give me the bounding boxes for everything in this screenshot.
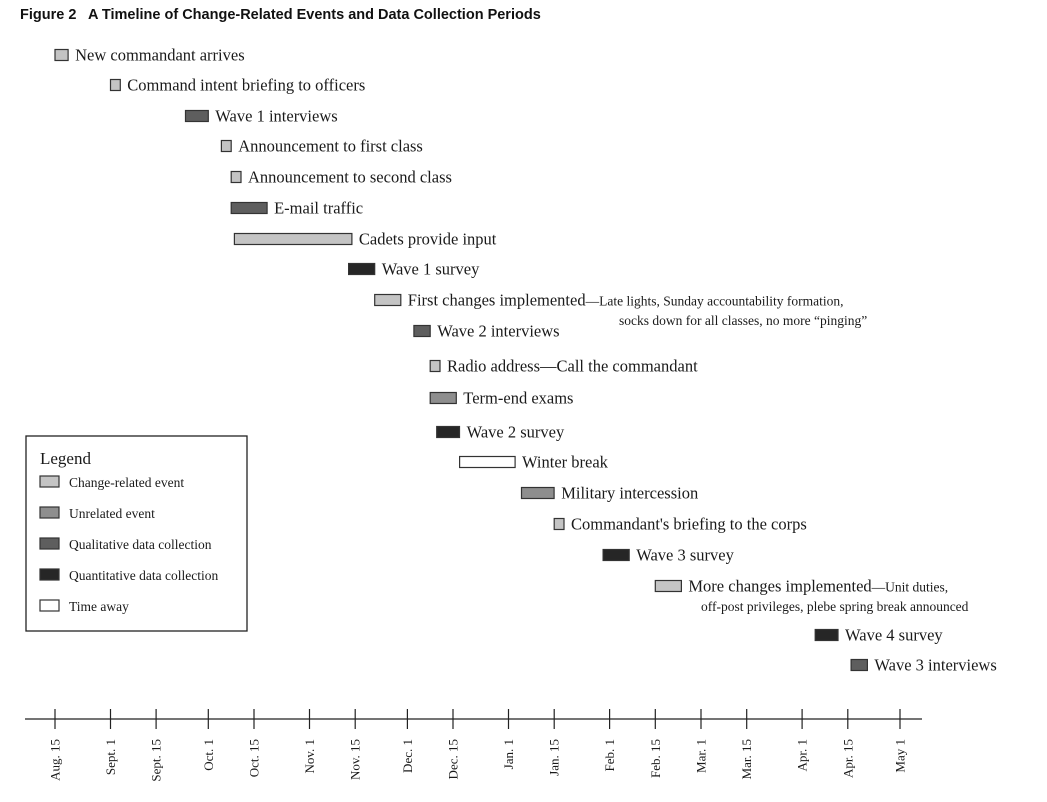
event-8-label: Wave 1 survey [382, 260, 480, 279]
event-6-label: E-mail traffic [274, 199, 363, 218]
legend-label-change: Change-related event [69, 475, 184, 490]
event-1-bar [54, 48, 69, 62]
event-13-label: Wave 2 survey [467, 423, 565, 442]
x-tick-label-18: May 1 [893, 739, 908, 773]
event-18-bar [654, 579, 682, 593]
event-15-bar [520, 486, 555, 500]
event-2-bar [109, 78, 121, 92]
event-20-label: Wave 3 interviews [874, 656, 996, 675]
event-9-label: First changes implemented—Late lights, S… [408, 291, 844, 310]
event-8-bar [348, 262, 376, 276]
event-4-label: Announcement to first class [238, 137, 423, 156]
x-axis: Aug. 15 Sept. 1 Sept. 15 Oct. 1 Oct. 15 Nov. … [25, 709, 922, 782]
event-9-bar [374, 293, 402, 307]
event-9-note: —Late lights, Sunday accountability form… [585, 294, 844, 309]
x-tick-label-6: Nov. 1 [302, 739, 317, 774]
event-20-bar [850, 658, 868, 672]
legend-label-unrelated: Unrelated event [69, 506, 155, 521]
event-16-bar [553, 517, 565, 531]
event-17-label: Wave 3 survey [636, 546, 734, 565]
x-tick-label-11: Jan. 15 [547, 739, 562, 776]
event-19-label: Wave 4 survey [845, 626, 943, 645]
legend-title: Legend [40, 449, 91, 468]
x-tick-label-3: Sept. 15 [149, 739, 164, 782]
x-tick-label-9: Dec. 15 [446, 739, 461, 779]
event-11-bar [429, 359, 441, 373]
x-tick-label-13: Feb. 15 [648, 739, 663, 778]
event-10-bar [413, 324, 431, 338]
event-16-label: Commandant's briefing to the corps [571, 515, 807, 534]
x-tick-label-14: Mar. 1 [694, 739, 709, 773]
x-tick-label-7: Nov. 15 [348, 739, 363, 780]
event-12-label: Term-end exams [463, 389, 573, 408]
event-7-bar [233, 232, 353, 246]
event-19-bar [814, 628, 839, 642]
legend-swatch-away [39, 599, 60, 612]
event-2-label: Command intent briefing to officers [127, 76, 365, 95]
x-tick-label-10: Jan. 1 [501, 739, 516, 769]
x-tick-label-17: Apr. 15 [840, 739, 855, 778]
event-12-bar [429, 391, 457, 405]
x-tick-label-2: Sept. 1 [103, 739, 118, 775]
x-tick-label-15: Mar. 15 [739, 739, 754, 779]
legend-box [25, 435, 248, 632]
x-tick-label-12: Feb. 1 [602, 739, 617, 772]
x-tick-label-5: Oct. 15 [247, 739, 262, 777]
event-18-note: —Unit duties, [871, 580, 949, 595]
x-tick-label-1: Aug. 15 [48, 739, 63, 781]
event-4-bar [220, 139, 232, 153]
x-tick-label-8: Dec. 1 [400, 739, 415, 773]
figure-title: Figure 2 A Timeline of Change-Related Ev… [20, 7, 541, 23]
event-3-bar [184, 109, 209, 123]
legend-label-qualitative: Qualitative data collection [69, 537, 212, 552]
event-17-bar [602, 548, 630, 562]
event-7-label: Cadets provide input [359, 230, 497, 249]
event-5-bar [230, 170, 242, 184]
event-14-bar [459, 455, 516, 469]
event-18-label: More changes implemented—Unit duties, [688, 577, 948, 596]
legend: Legend Change-related event Unrelated even… [25, 435, 248, 632]
x-tick-label-4: Oct. 1 [201, 739, 216, 771]
legend-swatch-change [39, 475, 60, 488]
event-5-label: Announcement to second class [248, 168, 452, 187]
events-layer: New commandant arrives Command intent bri… [54, 46, 997, 675]
legend-swatch-qualitative [39, 537, 60, 550]
legend-label-away: Time away [69, 599, 129, 614]
event-10-label: Wave 2 interviews [437, 322, 559, 341]
legend-swatch-quantitative [39, 568, 60, 581]
event-11-label: Radio address—Call the commandant [447, 357, 698, 376]
event-18-note-line2: off-post privileges, plebe spring break … [701, 599, 969, 614]
event-14-label: Winter break [522, 453, 609, 472]
event-6-bar [230, 201, 268, 215]
event-3-label: Wave 1 interviews [215, 107, 337, 126]
event-1-label: New commandant arrives [75, 46, 245, 65]
event-13-bar [436, 425, 461, 439]
legend-swatch-unrelated [39, 506, 60, 519]
x-tick-label-16: Apr. 1 [795, 739, 810, 772]
legend-label-quantitative: Quantitative data collection [69, 568, 218, 583]
event-15-label: Military intercession [561, 484, 698, 503]
event-9-note-line2: socks down for all classes, no more “pin… [619, 313, 867, 328]
